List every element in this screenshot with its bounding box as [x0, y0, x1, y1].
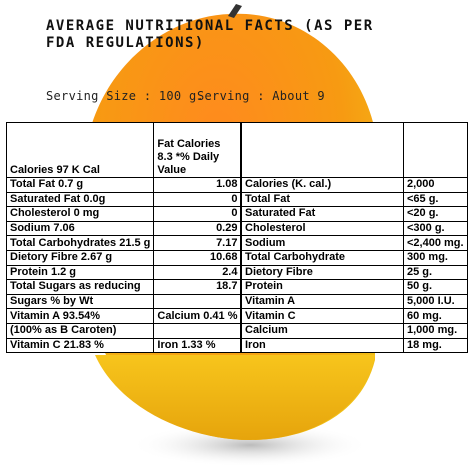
table-cell: Cholesterol 0 mg: [5, 206, 155, 222]
table-cell: 18 mg.: [403, 337, 468, 354]
table-cell: [403, 122, 468, 178]
table-cell: (100% as B Caroten): [5, 322, 155, 339]
table-cell: 25 g.: [403, 264, 468, 281]
table-row: Protein 50 g.: [241, 279, 468, 295]
table-row: Vitamin C 21.83 % Iron 1.33 %: [5, 337, 242, 354]
table-cell: Total Sugars as reducing: [5, 279, 155, 295]
table-row: Saturated Fat 0.0g 0: [5, 191, 242, 208]
table-cell: Calcium: [241, 322, 404, 339]
table-cell: 5,000 I.U.: [403, 293, 468, 310]
table-row: Dietory Fibre 2.67 g 10.68: [5, 249, 242, 266]
table-row: Calcium 1,000 mg.: [241, 322, 468, 339]
table-row: Total Fat <65 g.: [241, 191, 468, 208]
table-cell: Total Fat: [241, 191, 404, 208]
table-cell: 1.08: [153, 177, 242, 193]
table-cell: Vitamin A: [241, 293, 404, 310]
table-cell: 0: [153, 191, 242, 208]
table-row: Dietory Fibre 25 g.: [241, 264, 468, 281]
table-cell: Fat Calories 8.3 *% Daily Value: [153, 122, 242, 178]
table-row: Iron 18 mg.: [241, 337, 468, 354]
servings: Serving : About 9: [197, 89, 325, 103]
table-row: Vitamin C 60 mg.: [241, 308, 468, 324]
table-cell: 300 mg.: [403, 249, 468, 266]
table-cell: Sugars % by Wt: [5, 293, 155, 310]
table-cell: <20 g.: [403, 206, 468, 222]
table-cell: <2,400 mg.: [403, 235, 468, 251]
table-row: Sodium <2,400 mg.: [241, 235, 468, 251]
table-cell: Cholesterol: [241, 220, 404, 237]
table-cell: 7.17: [153, 235, 242, 251]
table-cell: Total Carbohydrate: [241, 249, 404, 266]
table-cell: Total Carbohydrates 21.5 g: [5, 235, 155, 251]
table-cell: Saturated Fat: [241, 206, 404, 222]
table-row: Total Sugars as reducing 18.7: [5, 279, 242, 295]
table-cell: Iron 1.33 %: [153, 337, 242, 354]
table-row: Cholesterol <300 g.: [241, 220, 468, 237]
table-row: Calories (K. cal.) 2,000: [241, 177, 468, 193]
table-row: [241, 122, 468, 178]
table-cell: 2,000: [403, 177, 468, 193]
table-cell: 10.68: [153, 249, 242, 266]
table-cell: Protein: [241, 279, 404, 295]
table-cell: 0: [153, 206, 242, 222]
table-row: (100% as B Caroten): [5, 322, 242, 339]
table-row: Total Carbohydrates 21.5 g 7.17: [5, 235, 242, 251]
table-cell: Sodium: [241, 235, 404, 251]
table-row: Sugars % by Wt: [5, 293, 242, 310]
table-row: Vitamin A 5,000 I.U.: [241, 293, 468, 310]
table-cell: 60 mg.: [403, 308, 468, 324]
table-cell: Vitamin A 93.54%: [5, 308, 155, 324]
table-cell: Calories (K. cal.): [241, 177, 404, 193]
table-row: Sodium 7.06 0.29: [5, 220, 242, 237]
daily-value-table: Calories 97 K Cal Fat Calories 8.3 *% Dai…: [5, 122, 242, 354]
table-row: Total Fat 0.7 g 1.08: [5, 177, 242, 193]
table-row: Cholesterol 0 mg 0: [5, 206, 242, 222]
table-cell: Saturated Fat 0.0g: [5, 191, 155, 208]
table-row: Total Carbohydrate 300 mg.: [241, 249, 468, 266]
table-cell: [241, 122, 404, 178]
table-row: Calories 97 K Cal Fat Calories 8.3 *% Dai…: [5, 122, 242, 178]
table-cell: Protein 1.2 g: [5, 264, 155, 281]
table-cell: Vitamin C: [241, 308, 404, 324]
table-cell: Calories 97 K Cal: [5, 122, 155, 178]
table-cell: Dietory Fibre: [241, 264, 404, 281]
table-cell: [153, 322, 242, 339]
table-cell: <300 g.: [403, 220, 468, 237]
serving-size: Serving Size : 100 g.: [46, 89, 205, 103]
table-cell: [153, 293, 242, 310]
table-cell: Iron: [241, 337, 404, 354]
table-cell: Dietory Fibre 2.67 g: [5, 249, 155, 266]
table-cell: Total Fat 0.7 g: [5, 177, 155, 193]
table-cell: 2.4: [153, 264, 242, 281]
table-row: Saturated Fat <20 g.: [241, 206, 468, 222]
table-cell: Sodium 7.06: [5, 220, 155, 237]
table-cell: Vitamin C 21.83 %: [5, 337, 155, 354]
table-cell: 50 g.: [403, 279, 468, 295]
table-cell: <65 g.: [403, 191, 468, 208]
table-cell: 18.7: [153, 279, 242, 295]
table-cell: Calcium 0.41 %: [153, 308, 242, 324]
table-cell: 1,000 mg.: [403, 322, 468, 339]
table-cell: 0.29: [153, 220, 242, 237]
table-row: Protein 1.2 g 2.4: [5, 264, 242, 281]
title: AVERAGE NUTRITIONAL FACTS (AS PER FDA RE…: [46, 18, 374, 51]
table-row: Vitamin A 93.54% Calcium 0.41 %: [5, 308, 242, 324]
reference-table: Calories (K. cal.) 2,000 Total Fat <65 g. Sa…: [241, 122, 468, 354]
